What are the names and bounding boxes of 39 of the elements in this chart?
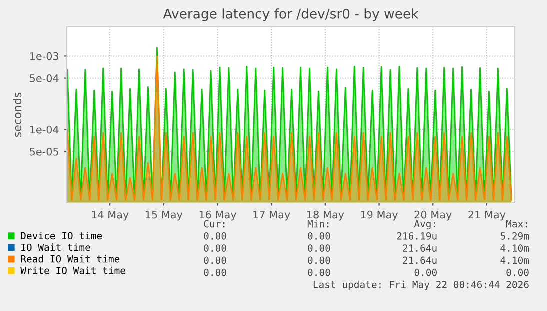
text: Max: [506, 220, 528, 228]
y-tick-label: 1e-04 [30, 126, 59, 134]
x-tick-label: 21 May [468, 210, 506, 221]
y-tick-label: 5e-05 [30, 148, 58, 156]
text: Cur: [204, 220, 225, 228]
x-tick-label: 14 May [92, 210, 129, 221]
x-tick-label: 15 May [146, 210, 183, 221]
y-tick-label: 1e-03 [30, 52, 59, 60]
legend-label: Write IO Wait time [20, 266, 126, 274]
text: 0.00 [204, 256, 226, 264]
y-tick-label: 5e-04 [30, 74, 59, 82]
y-axis-title: seconds [13, 92, 22, 138]
text: Min: [308, 220, 329, 228]
x-tick-label: 17 May [254, 210, 290, 221]
legend-label: IO Wait time [22, 244, 90, 252]
chart-title: Average latency for /dev/sr0 - by week [163, 8, 419, 22]
text: 21.64u [403, 256, 437, 264]
text: Last update: Fri May 22 00:46:44 2026 [314, 280, 529, 290]
x-tick-label: 20 May [414, 210, 452, 221]
text: 4.10m [500, 244, 530, 252]
text: Avg: [414, 220, 436, 230]
text: 0.00 [308, 256, 330, 264]
text: 0.00 [308, 232, 330, 240]
text: 4.10m [500, 256, 530, 264]
legend-label: Device IO time [21, 232, 102, 240]
x-tick-label: 16 May [200, 210, 236, 221]
legend-label: Read IO Wait time [21, 255, 120, 263]
text: 0.00 [204, 232, 226, 240]
text: 0.00 [506, 268, 529, 276]
text: 0.00 [308, 268, 330, 276]
text: 0.00 [204, 244, 226, 252]
text: 21.64u [403, 244, 437, 252]
text: 0.00 [414, 268, 437, 276]
x-tick-label: 19 May [361, 210, 398, 221]
text: 0.00 [308, 244, 330, 252]
x-tick-label: 18 May [308, 210, 344, 221]
text: 0.00 [204, 268, 226, 276]
text: 5.29m [500, 232, 530, 240]
text: 216.19u [397, 232, 437, 240]
